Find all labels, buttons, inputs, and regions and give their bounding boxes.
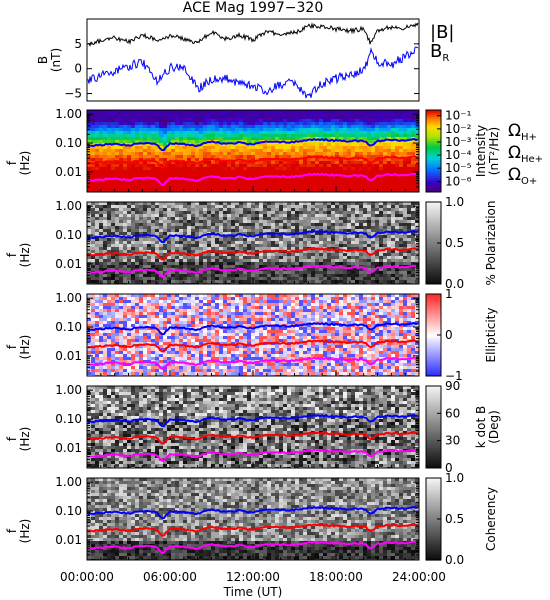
colorbar-tick-label: 0.5 [445,512,464,526]
gyro-line-oplus [87,448,419,462]
colorbar-tick-label: 10⁻¹ [445,109,472,123]
legend-btotal: |B| [430,22,454,43]
freq-tick-label: 1.00 [55,199,82,213]
spectrogram-layer [87,110,420,561]
colorbar-label: Ellipticity [484,308,498,363]
gyro-line-hplus [87,229,419,244]
freq-tick-label: 0.10 [55,320,82,334]
gyro-line-heplus [87,523,419,537]
colorbar-label: k dot B(Deg) [474,406,501,448]
field-panel-frame [86,18,420,102]
legend-omega-heplus: ΩHe+ [508,143,543,165]
legend-br: BR [430,41,449,64]
colorbar-tick-label: 0 [445,461,453,475]
freq-tick-label: 0.10 [55,136,82,150]
freq-tick-label: 0.01 [55,165,82,179]
time-tick-label: 06:00:00 [143,570,197,584]
time-tick-label: 24:00:00 [392,570,446,584]
freq-ylabel: f(Hz) [5,335,32,360]
gyro-line-heplus [87,155,419,169]
colorbar-tick-label: 30 [445,434,460,448]
freq-tick-label: 0.10 [55,412,82,426]
colorbar-tick-label: 1 [445,287,453,301]
time-tick-label: 12:00:00 [226,570,280,584]
gyro-line-oplus [87,172,419,186]
br-trace [87,46,418,99]
axes-layer: 50−5B(nT)|B|BR1.000.100.01f(Hz)10⁻¹10⁻²1… [5,18,543,584]
freq-tick-label: 1.00 [55,107,82,121]
colorbar-kdotb [426,386,441,469]
colorbar-tick-label: 0.0 [445,277,464,291]
freq-tick-label: 0.01 [55,349,82,363]
colorbar-label: Coherency [484,487,498,551]
freq-ylabel: f(Hz) [5,427,32,452]
gyro-line-heplus [87,247,419,261]
field-ylabel: B(nT) [36,48,63,72]
legend-omega-hplus: ΩH+ [508,121,537,143]
trace-layer [87,22,419,554]
freq-tick-label: 0.01 [55,533,82,547]
colorbar-tick-label: 0 [445,328,453,342]
x-axis-label: Time (UT) [223,585,283,599]
gyro-line-hplus [87,137,419,152]
freq-tick-label: 1.00 [55,475,82,489]
colorbar-tick-label: 10⁻⁴ [445,148,472,162]
freq-tick-label: 1.00 [55,291,82,305]
freq-tick-label: 1.00 [55,383,82,397]
colorbar-tick-label: 10⁻⁶ [445,174,472,188]
gyro-line-hplus [87,505,419,520]
gyro-line-heplus [87,431,419,445]
colorbar-tick-label: 10⁻³ [445,135,472,149]
colorbar-tick-label: 1.0 [445,195,464,209]
colorbar-tick-label: 10⁻⁵ [445,161,472,175]
freq-ylabel: f(Hz) [5,519,32,544]
colorbar-frame [425,109,442,193]
gyro-line-hplus [87,321,419,336]
chart-title: ACE Mag 1997−320 [183,0,323,16]
colorbar-tick-label: −1 [445,369,463,383]
field-ytick-label: 0 [74,62,82,76]
colorbar-frame [425,385,442,469]
colorbar-ellipticity [426,294,441,377]
field-ytick-label: −5 [64,87,82,101]
colorbar-tick-label: 0.0 [445,553,464,567]
colorbar-tick-label: 10⁻² [445,122,472,136]
time-tick-label: 00:00:00 [60,570,114,584]
freq-ylabel: f(Hz) [5,243,32,268]
gyro-line-oplus [87,540,419,554]
colorbar-label: Intensity(nT²/Hz) [474,125,501,177]
freq-tick-label: 0.01 [55,257,82,271]
colorbar-tick-label: 1.0 [445,471,464,485]
freq-tick-label: 0.10 [55,504,82,518]
gyro-line-oplus [87,356,419,370]
colorbar-tick-label: 0.5 [445,236,464,250]
colorbar-coherency [426,478,441,561]
time-tick-label: 18:00:00 [309,570,363,584]
colorbar-polarization [426,202,441,285]
freq-tick-label: 0.10 [55,228,82,242]
colorbar-label: % Polarization [484,201,498,286]
freq-ylabel: f(Hz) [5,151,32,176]
gyro-line-heplus [87,339,419,353]
gyro-line-hplus [87,413,419,428]
colorbar-tick-label: 90 [445,379,460,393]
legend-omega-oplus: ΩO+ [508,165,537,187]
freq-tick-label: 0.01 [55,441,82,455]
gyro-line-oplus [87,264,419,278]
btotal-trace [87,22,419,48]
field-ytick-label: 5 [74,37,82,51]
colorbar-tick-label: 60 [445,406,460,420]
colorbar-intensity [426,110,441,193]
